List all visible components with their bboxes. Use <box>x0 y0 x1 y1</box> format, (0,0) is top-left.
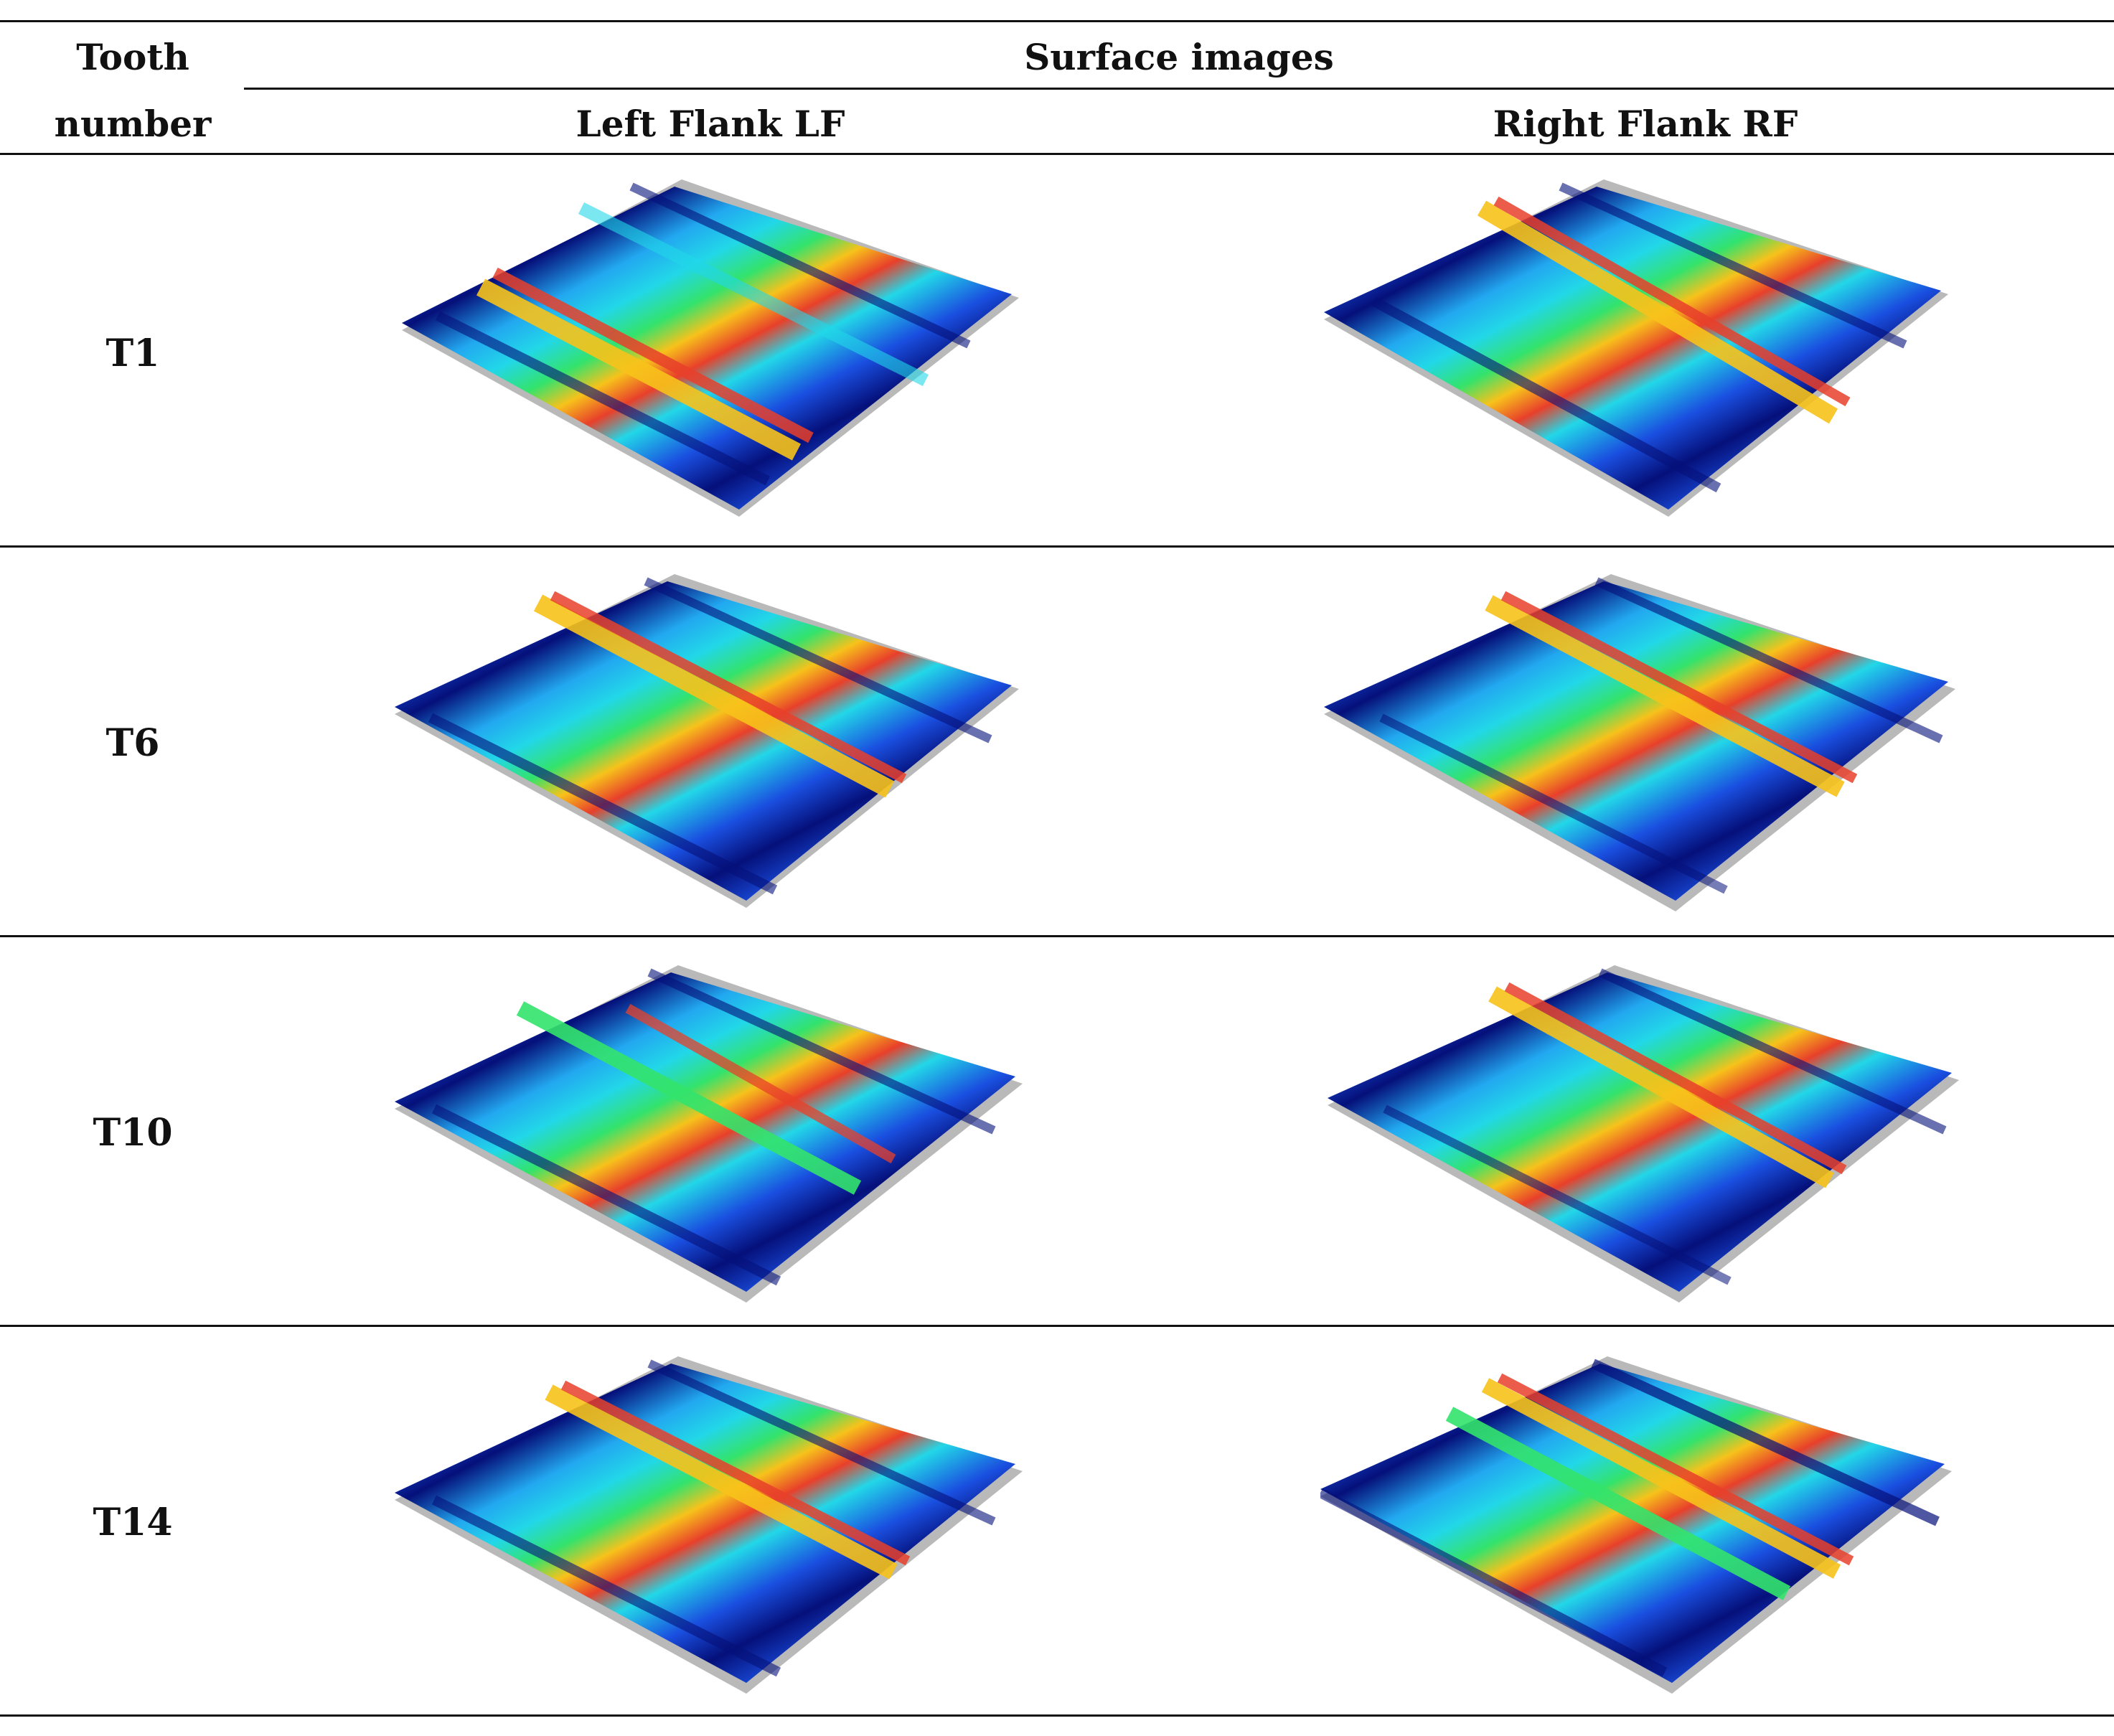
surface-image-t10-left-flank <box>391 965 1051 1310</box>
surface-plot <box>395 965 1023 1303</box>
top-rule <box>0 20 2114 22</box>
tooth-label: T14 <box>93 1501 173 1544</box>
table-bottom-rule <box>0 1714 2114 1717</box>
row-divider <box>0 545 2114 548</box>
surface-image-t6-left-flank <box>387 574 1048 919</box>
surface-image-t1-left-flank <box>395 179 1055 524</box>
tooth-header-line2: number <box>54 103 212 145</box>
row-divider <box>0 1325 2114 1327</box>
surface-image-t10-right-flank <box>1328 965 1988 1310</box>
tooth-column-header-2: number <box>0 106 266 142</box>
surface-plot <box>395 1356 1023 1694</box>
tooth-column-header: Tooth <box>0 39 266 75</box>
header-sub-rule <box>244 88 2114 90</box>
surface-image-t1-right-flank <box>1317 179 1977 524</box>
surface-image-t14-right-flank <box>1320 1356 1981 1701</box>
header-bottom-rule <box>0 153 2114 155</box>
surface-plot <box>1324 574 1955 911</box>
surface-plot <box>1320 1356 1952 1694</box>
tooth-label: T6 <box>105 721 160 765</box>
right-flank-header: Right Flank RF <box>1493 103 1798 145</box>
surface-image-t6-right-flank <box>1324 574 1984 919</box>
tooth-header-line1: Tooth <box>76 36 189 78</box>
left-flank-header: Left Flank LF <box>576 103 845 145</box>
surface-image-t14-left-flank <box>391 1356 1051 1701</box>
tooth-label: T1 <box>105 332 160 375</box>
surface-images-header: Surface images <box>1024 36 1334 78</box>
row-divider <box>0 935 2114 937</box>
surface-plot <box>1324 179 1948 517</box>
surface-plot <box>402 179 1019 517</box>
surface-plot <box>1328 965 1959 1303</box>
surface-plot <box>395 574 1019 908</box>
tooth-label: T10 <box>93 1111 173 1155</box>
